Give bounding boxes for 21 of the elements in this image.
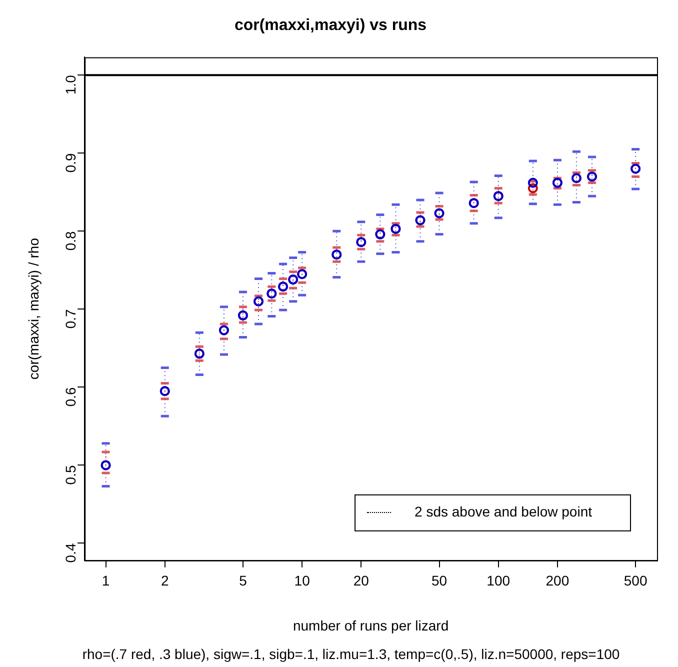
x-tick-label: 100 <box>486 572 510 589</box>
y-tick-label: 0.6 <box>62 387 78 407</box>
x-tick-label: 2 <box>160 572 169 589</box>
y-tick-label: 0.9 <box>62 152 78 173</box>
x-tick-label: 50 <box>431 572 448 589</box>
annotation: 2 sds above and below point <box>414 503 592 520</box>
y-tick-label: 0.5 <box>62 465 78 485</box>
x-tick-label: 10 <box>294 572 310 589</box>
x-tick-label: 1 <box>102 572 110 589</box>
y-axis-title: cor(maxxi, maxyi) / rho <box>25 238 42 380</box>
x-tick-label: 200 <box>546 572 570 589</box>
x-tick-label: 500 <box>624 572 648 589</box>
chart-title: cor(maxxi,maxyi) vs runs <box>234 17 427 34</box>
x-tick-label: 20 <box>353 572 370 589</box>
y-tick-label: 1.0 <box>62 74 78 95</box>
y-tick-label: 0.8 <box>62 230 78 251</box>
x-tick-label: 5 <box>239 572 248 589</box>
y-tick-label: 0.4 <box>62 543 78 563</box>
y-tick-label: 0.7 <box>62 308 78 329</box>
text: rho=(.7 red, .3 blue), sigw=.1, sigb=.1, liz.mu=1.3, temp=c(0,.5), liz.n=50000, reps=100 <box>82 646 620 662</box>
x-axis-title: number of runs per lizard <box>292 617 449 634</box>
